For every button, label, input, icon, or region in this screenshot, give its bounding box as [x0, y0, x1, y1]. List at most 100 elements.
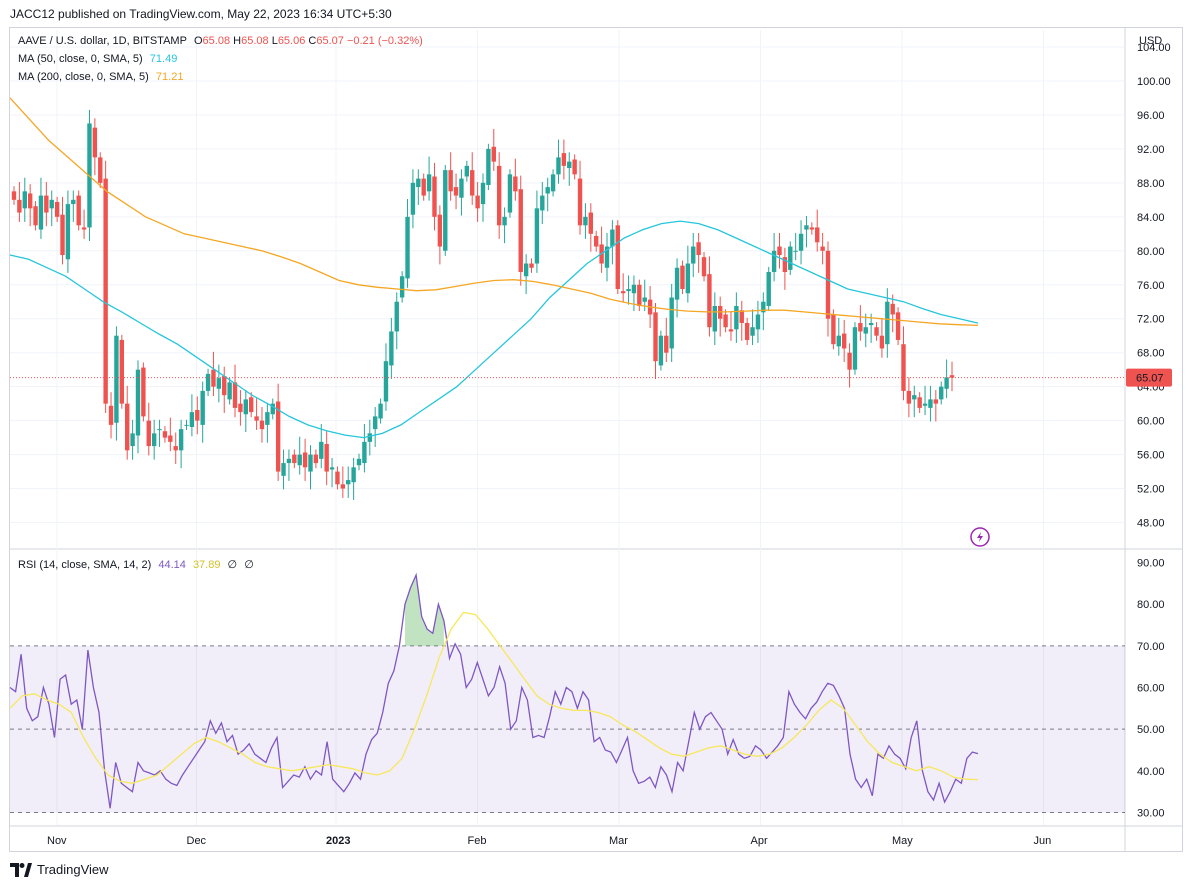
- price-tick-label: 88.00: [1137, 178, 1165, 190]
- tradingview-logo-icon: [10, 862, 32, 877]
- rsi-band: [10, 645, 1125, 813]
- candle-body: [620, 291, 626, 294]
- candle-body: [426, 174, 432, 192]
- rsi-line: [9, 572, 979, 809]
- candle-body: [577, 178, 583, 226]
- price-tick-label: 52.00: [1137, 484, 1165, 496]
- tradingview-logo[interactable]: TradingView: [10, 862, 109, 877]
- candle-body: [885, 301, 890, 345]
- candle-body: [308, 454, 313, 472]
- candle-body: [33, 206, 38, 226]
- price-tick-label: 72.00: [1137, 314, 1165, 326]
- candle-body: [130, 433, 135, 447]
- candle-body: [874, 327, 879, 336]
- candle-body: [281, 463, 286, 476]
- ohlc-values: O65.08 H65.08 L65.06 C65.07 −0.21 (−0.32…: [193, 35, 423, 47]
- candle-body: [319, 441, 324, 459]
- candle-body: [782, 257, 788, 273]
- candle-body: [151, 433, 157, 447]
- candle-body: [507, 174, 513, 213]
- candle-body: [200, 390, 205, 425]
- rsi-tick-label: 70.00: [1137, 641, 1165, 653]
- lightning-icon[interactable]: [970, 527, 990, 547]
- price-tick-label: 60.00: [1137, 416, 1165, 428]
- candle-body: [653, 312, 658, 362]
- candle-body: [275, 401, 281, 472]
- price-layer: [9, 97, 1125, 501]
- candle-body: [949, 375, 955, 378]
- rsi-extra-1: ∅: [227, 559, 238, 571]
- candle-body: [831, 314, 836, 345]
- symbol-label[interactable]: AAVE / U.S. dollar, 1D, BITSTAMP: [18, 35, 187, 47]
- candle-body: [863, 327, 868, 334]
- candle-body: [216, 378, 222, 389]
- candle-body: [227, 382, 232, 400]
- candle-body: [588, 212, 594, 234]
- candle-body: [17, 199, 22, 213]
- ma50-line: [9, 220, 979, 439]
- candle-body: [583, 216, 588, 226]
- candle-body: [335, 471, 340, 485]
- candle-body: [22, 191, 27, 209]
- time-tick-label: Feb: [468, 835, 487, 847]
- rsi-ma-line: [9, 611, 979, 784]
- candle-body: [27, 193, 33, 209]
- rsi-tick-label: 40.00: [1137, 766, 1165, 778]
- candle-body: [286, 458, 292, 464]
- candle-body: [664, 335, 669, 353]
- candle-body: [432, 176, 437, 217]
- candle-body: [761, 301, 766, 313]
- candle-body: [189, 412, 195, 427]
- candle-body: [771, 250, 777, 273]
- candle-body: [178, 429, 184, 451]
- candle-body: [847, 352, 852, 370]
- candle-body: [98, 157, 103, 183]
- rsi-legend-row: RSI (14, close, SMA, 14, 2) 44.14 37.89 …: [18, 558, 258, 571]
- candle-body: [567, 161, 572, 168]
- price-tick-label: 96.00: [1137, 110, 1165, 122]
- ma200-label[interactable]: MA (200, close, 0, SMA, 5): [18, 71, 149, 83]
- ma50-legend-row: MA (50, close, 0, SMA, 5) 71.49: [18, 53, 181, 65]
- candle-body: [114, 335, 119, 423]
- candle-body: [901, 344, 906, 391]
- candle-body: [604, 246, 610, 268]
- candle-body: [798, 233, 804, 251]
- candle-body: [518, 189, 523, 273]
- ma50-label[interactable]: MA (50, close, 0, SMA, 5): [18, 53, 143, 65]
- ma200-line: [9, 97, 979, 327]
- candle-body: [637, 284, 642, 306]
- candle-body: [65, 204, 71, 260]
- candle-body: [944, 377, 949, 389]
- candle-body: [168, 435, 173, 442]
- candle-body: [626, 289, 631, 292]
- candle-body: [184, 424, 189, 426]
- candle-body: [146, 420, 151, 447]
- ma200-legend-row: MA (200, close, 0, SMA, 5) 71.21: [18, 71, 187, 83]
- candle-body: [491, 146, 496, 162]
- candle-body: [691, 246, 696, 264]
- candle-body: [572, 159, 577, 175]
- rsi-label[interactable]: RSI (14, close, SMA, 14, 2): [18, 559, 152, 571]
- candle-body: [173, 446, 178, 451]
- candle-body: [222, 376, 227, 396]
- candle-body: [76, 195, 81, 226]
- candle-body: [701, 257, 707, 277]
- candle-body: [669, 297, 674, 349]
- candle-body: [81, 227, 87, 230]
- candle-body: [254, 416, 259, 421]
- change-value: −0.21 (−0.32%): [346, 35, 423, 47]
- candle-body: [464, 165, 470, 177]
- candle-body: [324, 443, 329, 472]
- price-tick-label: 80.00: [1137, 246, 1165, 258]
- rsi-layer: [9, 572, 979, 809]
- candle-body: [642, 297, 647, 302]
- candle-body: [11, 191, 17, 200]
- ma50-value: 71.49: [149, 53, 178, 65]
- axis-layer: 104.00 100.00 96.00 92.00 88.00 84.00 80.00 76.…: [47, 35, 1172, 847]
- published-line: JACC12 published on TradingView.com, May…: [10, 7, 392, 21]
- candle-body: [734, 305, 739, 330]
- price-tick-label: 100.00: [1137, 76, 1171, 88]
- candle-body: [205, 373, 211, 391]
- candle-body: [54, 201, 60, 217]
